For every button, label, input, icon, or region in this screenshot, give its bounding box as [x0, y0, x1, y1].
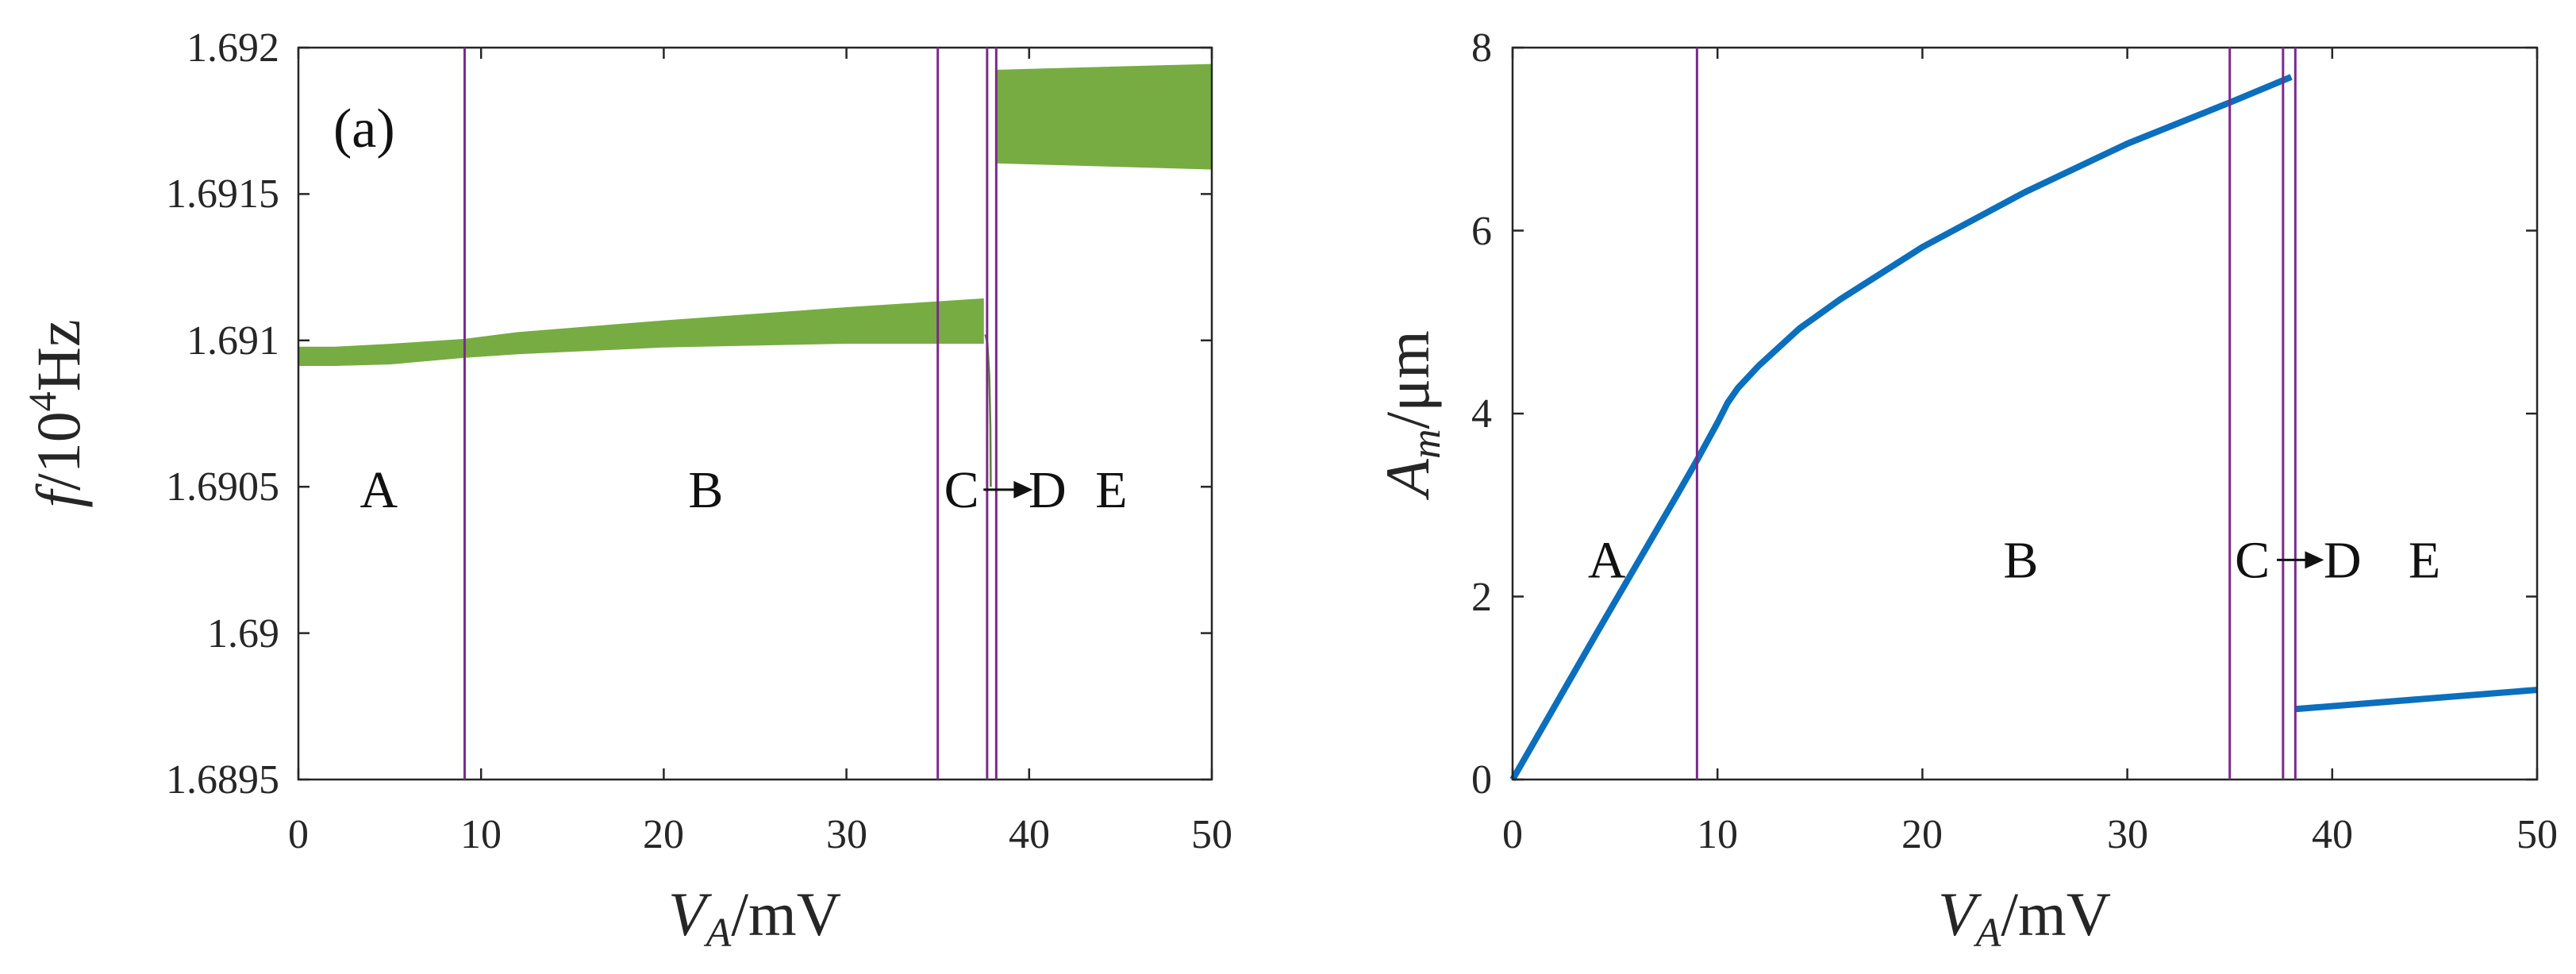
plot-area	[298, 64, 1213, 487]
y-tick-label: 0	[1471, 757, 1492, 803]
x-tick-label: 10	[1697, 812, 1738, 857]
y-axis-label: Am/μm	[1373, 330, 1449, 500]
region-label-d: D	[2324, 531, 2362, 589]
y-axis-label: f/104Hz	[20, 319, 93, 507]
panel-label: (a)	[333, 98, 395, 160]
x-axis-label: VA/mV	[668, 880, 841, 956]
transition-arrow-head	[1013, 480, 1033, 499]
x-tick-label: 20	[1901, 812, 1943, 857]
region-boundaries	[1695, 48, 2297, 780]
x-tick-label: 30	[2107, 812, 2148, 857]
frequency-band-band-1	[298, 298, 984, 367]
region-label-c: C	[2235, 531, 2270, 589]
region-label-e: E	[1095, 461, 1127, 519]
amplitude-curve-branch-1	[1509, 74, 2293, 781]
x-tick-label: 10	[460, 812, 502, 857]
y-tick-label: 1.691	[186, 318, 279, 364]
region-boundaries	[463, 48, 998, 780]
plot-frame	[297, 46, 1213, 781]
y-tick-label: 4	[1471, 391, 1492, 437]
y-tick-label: 6	[1471, 209, 1492, 254]
y-tick-label: 1.692	[186, 25, 279, 71]
tick-marks	[1511, 46, 2539, 781]
x-tick-label: 50	[1191, 812, 1232, 857]
frequency-band-band-2	[995, 64, 1213, 170]
x-tick-label: 40	[2312, 812, 2353, 857]
tick-marks	[297, 46, 1213, 781]
y-tick-label: 1.69	[207, 611, 279, 656]
x-axis-label: VA/mV	[1938, 880, 2111, 956]
region-label-a: A	[1588, 531, 1626, 589]
y-tick-label: 1.6895	[166, 757, 279, 803]
x-tick-label: 0	[1502, 812, 1523, 857]
region-label-a: A	[359, 461, 398, 519]
y-tick-label: 1.6915	[166, 171, 279, 217]
x-tick-label: 0	[288, 812, 309, 857]
transition-arrow-head	[2305, 551, 2324, 569]
region-label-b: B	[2003, 531, 2038, 589]
region-label-d: D	[1028, 461, 1067, 519]
x-tick-label: 40	[1009, 812, 1050, 857]
x-tick-label: 50	[2516, 812, 2558, 857]
y-tick-label: 1.6905	[166, 464, 279, 510]
x-tick-label: 20	[643, 812, 684, 857]
y-tick-label: 8	[1471, 25, 1492, 71]
region-label-b: B	[688, 461, 723, 519]
region-label-c: C	[944, 461, 979, 519]
plot-area	[1509, 74, 2538, 781]
region-label-e: E	[2409, 531, 2440, 589]
plot-frame	[1511, 46, 2539, 781]
amplitude-curve-branch-2	[2295, 687, 2538, 713]
y-tick-label: 2	[1471, 575, 1492, 620]
x-tick-label: 30	[826, 812, 867, 857]
